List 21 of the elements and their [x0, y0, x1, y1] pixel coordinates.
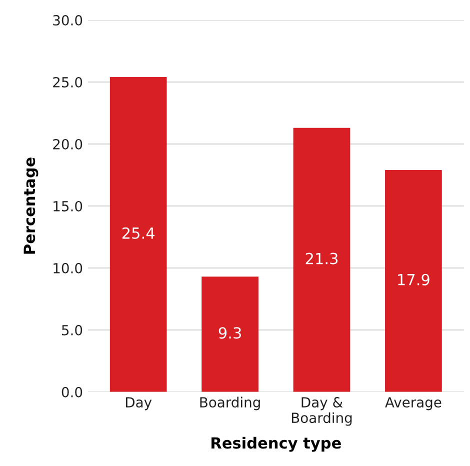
y-axis-title: Percentage	[24, 158, 38, 254]
bar	[110, 77, 167, 392]
data-label: 25.4	[122, 227, 154, 239]
y-tick-label: 10.0	[54, 262, 82, 274]
y-tick-label: 0.0	[62, 386, 82, 398]
bar	[385, 170, 442, 392]
y-tick-label: 5.0	[62, 324, 82, 336]
y-tick-label: 25.0	[53, 76, 82, 88]
bar	[293, 128, 350, 392]
x-tick-label: Average	[385, 397, 442, 410]
y-tick-label: 15.0	[54, 200, 82, 212]
x-tick-label: Day & Boarding	[292, 397, 352, 426]
x-axis-title: Residency type	[212, 436, 341, 452]
data-label: 17.9	[398, 274, 430, 286]
data-label: 9.3	[218, 327, 241, 339]
x-tick-label: Day	[126, 397, 152, 410]
y-tick-label: 30.0	[53, 15, 82, 26]
bar	[202, 276, 258, 392]
x-tick-label: Boarding	[200, 396, 260, 410]
data-label: 21.3	[306, 252, 338, 264]
y-tick-label: 20.0	[53, 138, 82, 150]
